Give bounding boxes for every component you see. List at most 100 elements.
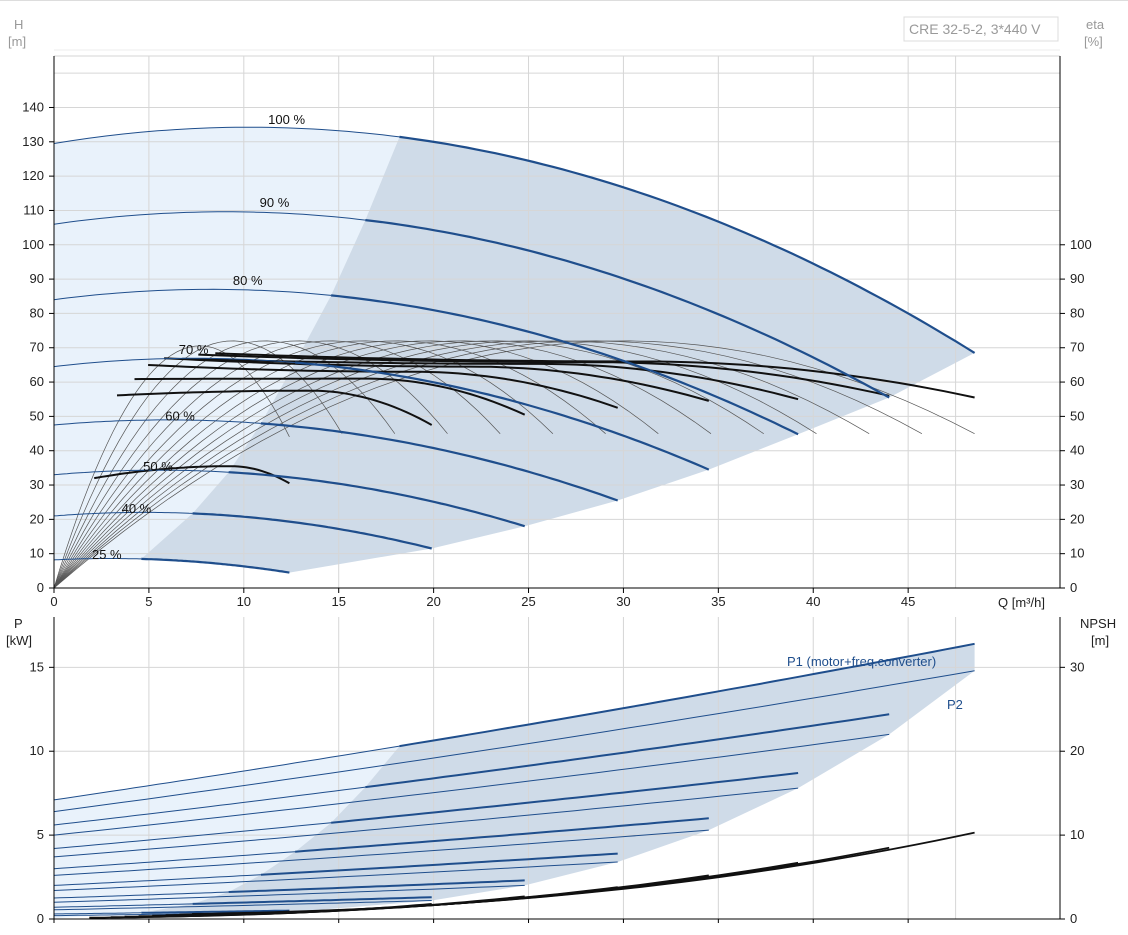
- speed-curve: [228, 471, 526, 528]
- efficiency-arc: [53, 340, 923, 589]
- power-axes: 0 5 10 15 0 10 20 30: [30, 617, 1084, 926]
- eta-tick-label: 10: [1070, 546, 1084, 561]
- efficiency-arc: [53, 340, 712, 589]
- p1-curve: [365, 713, 890, 789]
- head-tick-label: 90: [30, 271, 44, 286]
- speed-labels: 100 % 90 % 80 % 70 % 60 % 50 % 40 % 25 %: [92, 112, 305, 562]
- speed-curve: [295, 361, 710, 471]
- head-tick-label: 60: [30, 374, 44, 389]
- npsh-axis-unit: [m]: [1091, 633, 1109, 648]
- head-axes: 0102030405060708090100110120130140010203…: [22, 49, 1092, 609]
- speed-label: 60 %: [165, 409, 195, 424]
- head-axis-unit: [m]: [8, 34, 26, 49]
- speed-label: 25 %: [92, 547, 122, 562]
- flow-tick-label: 40: [806, 594, 820, 609]
- p2-curve: [53, 670, 975, 813]
- eta-tick-label: 50: [1070, 408, 1084, 423]
- flow-tick-label: 0: [50, 594, 57, 609]
- flow-tick-label: 5: [145, 594, 152, 609]
- speed-curve-low-flow: [53, 511, 193, 517]
- p1-curve: [228, 879, 525, 893]
- p1-curve-low-flow: [53, 851, 296, 870]
- flow-tick-label: 10: [237, 594, 251, 609]
- eta-tick-label: 0: [1070, 580, 1077, 595]
- flow-tick-label: 20: [426, 594, 440, 609]
- power-grid: [53, 617, 1060, 920]
- head-tick-label: 20: [30, 511, 44, 526]
- p1-curve-low-flow: [53, 891, 229, 899]
- flow-axis-title: Q [m³/h]: [998, 595, 1045, 610]
- speed-curve-low-flow: [53, 419, 261, 426]
- npsh-axis-title: NPSH: [1080, 616, 1116, 631]
- p2-curve: [53, 829, 709, 876]
- eta-axis-unit: [%]: [1084, 34, 1103, 49]
- power-curves: [53, 642, 975, 919]
- flow-tick-label: 25: [521, 594, 535, 609]
- speed-label: 80 %: [233, 273, 263, 288]
- speed-curve-low-flow: [53, 357, 296, 368]
- speed-curve-low-flow: [53, 126, 400, 144]
- npsh-tick-label: 20: [1070, 743, 1084, 758]
- speed-curve: [192, 512, 432, 550]
- p1-curve-low-flow: [53, 745, 400, 801]
- low-flow-region: [54, 127, 400, 560]
- efficiency-curve: [164, 357, 710, 402]
- power-low-flow-region: [54, 746, 400, 919]
- power-tick-label: 10: [30, 743, 44, 758]
- head-tick-label: 50: [30, 408, 44, 423]
- model-label: CRE 32-5-2, 3*440 V: [909, 21, 1041, 37]
- p1-label: P1 (motor+freq.converter): [787, 654, 936, 669]
- head-tick-label: 130: [22, 134, 44, 149]
- p2-label: P2: [947, 697, 963, 712]
- flow-tick-label: 45: [901, 594, 915, 609]
- head-tick-label: 70: [30, 340, 44, 355]
- head-tick-label: 10: [30, 546, 44, 561]
- speed-curve: [260, 422, 619, 502]
- p1-curve: [141, 909, 290, 914]
- p1-curve: [260, 852, 618, 876]
- npsh-tick-label: 10: [1070, 827, 1084, 842]
- eta-tick-label: 40: [1070, 443, 1084, 458]
- eta-axis-title: eta: [1086, 17, 1105, 32]
- speed-curve-low-flow: [53, 211, 366, 225]
- p1-curve: [295, 817, 709, 853]
- p1-curve-low-flow: [53, 822, 332, 849]
- power-tick-label: 15: [30, 659, 44, 674]
- p1-curve-low-flow: [53, 912, 142, 915]
- p2-curve: [53, 787, 799, 858]
- power-tick-label: 0: [37, 911, 44, 926]
- power-operating-region: [141, 643, 975, 913]
- model-label-box: [903, 16, 1059, 42]
- power-axis-unit: [kW]: [6, 633, 32, 648]
- npsh-tick-label: 0: [1070, 911, 1077, 926]
- speed-label: 50 %: [143, 459, 173, 474]
- efficiency-arc: [53, 340, 606, 589]
- npsh-tick-label: 30: [1070, 659, 1084, 674]
- p1-curve: [331, 772, 799, 824]
- efficiency-curve: [116, 389, 433, 426]
- flow-tick-label: 30: [616, 594, 630, 609]
- efficiency-arc: [53, 340, 975, 589]
- p2-curve: [53, 861, 618, 891]
- head-tick-label: 80: [30, 305, 44, 320]
- efficiency-arc: [53, 340, 554, 589]
- eta-tick-label: 20: [1070, 511, 1084, 526]
- p1-curve-low-flow: [53, 786, 366, 826]
- speed-curve-low-flow: [53, 558, 142, 561]
- speed-curve-low-flow: [53, 288, 332, 301]
- speed-curve: [141, 557, 290, 574]
- power-operating-regions: [54, 643, 975, 919]
- p1-curve: [192, 896, 432, 905]
- head-tick-label: 140: [22, 99, 44, 114]
- efficiency-curve: [134, 377, 526, 416]
- power-axis-title: P: [14, 616, 23, 631]
- speed-curve-low-flow: [53, 469, 229, 476]
- speed-label: 100 %: [268, 112, 305, 127]
- speed-curve: [399, 135, 976, 354]
- head-tick-label: 120: [22, 168, 44, 183]
- head-panel: 0102030405060708090100110120130140010203…: [22, 49, 1092, 609]
- head-curves: [53, 126, 976, 574]
- eta-tick-label: 30: [1070, 477, 1084, 492]
- p2-curve: [53, 733, 890, 836]
- head-tick-label: 100: [22, 237, 44, 252]
